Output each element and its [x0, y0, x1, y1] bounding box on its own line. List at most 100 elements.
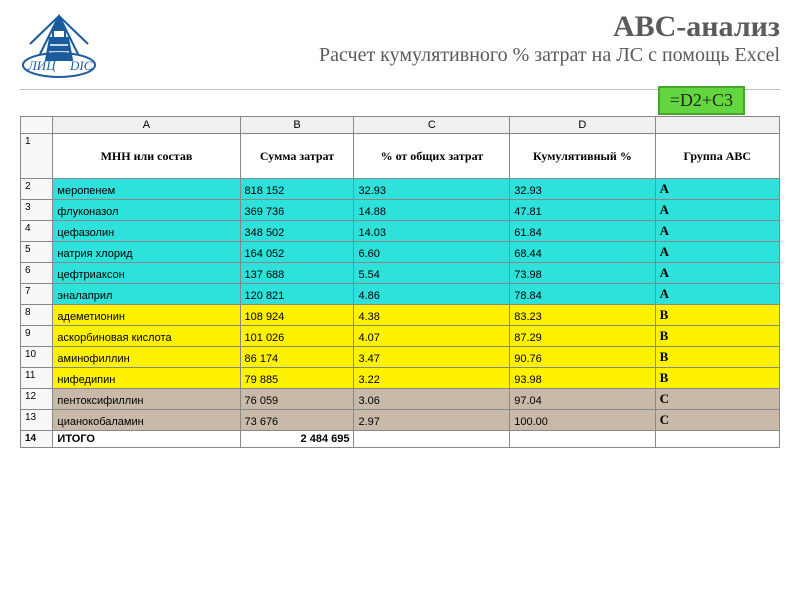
cell-name: пентоксифиллин: [53, 389, 240, 410]
table-row: 3флуконазол369 73614.8847.81A: [21, 200, 780, 221]
col-header-cum: Кумулятивный %: [510, 134, 655, 179]
header: ЛИЦ DIC АВС-анализ Расчет кумулятивного …: [20, 10, 780, 85]
cell-grp: B: [655, 326, 779, 347]
table-row: 5натрия хлорид164 0526.6068.44A: [21, 242, 780, 263]
excel-col-row: A B C D: [21, 117, 780, 134]
row-num: 13: [21, 410, 53, 431]
total-grp: [655, 431, 779, 448]
cell-cum: 47.81: [510, 200, 655, 221]
cell-sum: 137 688: [240, 263, 354, 284]
cell-pct: 3.47: [354, 347, 510, 368]
cell-grp: B: [655, 368, 779, 389]
table-row: 11нифедипин79 8853.2293.98B: [21, 368, 780, 389]
cell-grp: C: [655, 389, 779, 410]
cell-cum: 93.98: [510, 368, 655, 389]
excel-col-c: C: [354, 117, 510, 134]
row-num: 6: [21, 263, 53, 284]
total-label: ИТОГО: [53, 431, 240, 448]
row-num: 4: [21, 221, 53, 242]
row-num: 11: [21, 368, 53, 389]
total-cum: [510, 431, 655, 448]
total-row: 14 ИТОГО 2 484 695: [21, 431, 780, 448]
formula-row: =D2+C3: [20, 90, 780, 116]
total-pct: [354, 431, 510, 448]
cell-sum: 348 502: [240, 221, 354, 242]
table-row: 9аскорбиновая кислота101 0264.0787.29B: [21, 326, 780, 347]
cell-pct: 32.93: [354, 179, 510, 200]
cell-cum: 61.84: [510, 221, 655, 242]
page-title: АВС-анализ: [108, 10, 780, 44]
cell-sum: 86 174: [240, 347, 354, 368]
cell-cum: 87.29: [510, 326, 655, 347]
cell-pct: 4.07: [354, 326, 510, 347]
page-subtitle: Расчет кумулятивного % затрат на ЛС с по…: [108, 44, 780, 67]
logo-text-left: ЛИЦ: [27, 58, 56, 73]
abc-table: A B C D 1 МНН или состав Сумма затрат % …: [20, 116, 780, 448]
cell-name: эналаприл: [53, 284, 240, 305]
cell-cum: 73.98: [510, 263, 655, 284]
excel-col-b: B: [240, 117, 354, 134]
excel-col-a: A: [53, 117, 240, 134]
cell-grp: B: [655, 347, 779, 368]
cell-sum: 818 152: [240, 179, 354, 200]
cell-name: меропенем: [53, 179, 240, 200]
table-row: 4цефазолин348 50214.0361.84A: [21, 221, 780, 242]
total-rownum: 14: [21, 431, 53, 448]
cell-grp: C: [655, 410, 779, 431]
cell-cum: 83.23: [510, 305, 655, 326]
cell-grp: A: [655, 263, 779, 284]
cell-sum: 120 821: [240, 284, 354, 305]
cell-cum: 68.44: [510, 242, 655, 263]
cell-pct: 4.38: [354, 305, 510, 326]
header-row: 1 МНН или состав Сумма затрат % от общих…: [21, 134, 780, 179]
cell-pct: 4.86: [354, 284, 510, 305]
cell-name: цефтриаксон: [53, 263, 240, 284]
total-sum: 2 484 695: [240, 431, 354, 448]
row-num: 10: [21, 347, 53, 368]
cell-pct: 3.22: [354, 368, 510, 389]
cell-name: натрия хлорид: [53, 242, 240, 263]
cell-sum: 369 736: [240, 200, 354, 221]
cell-name: флуконазол: [53, 200, 240, 221]
excel-col-e: [655, 117, 779, 134]
cell-name: цианокобаламин: [53, 410, 240, 431]
cell-sum: 73 676: [240, 410, 354, 431]
cell-cum: 90.76: [510, 347, 655, 368]
logo: ЛИЦ DIC: [20, 10, 98, 85]
cell-pct: 14.03: [354, 221, 510, 242]
cell-grp: A: [655, 242, 779, 263]
col-header-grp: Группа АВС: [655, 134, 779, 179]
cell-cum: 97.04: [510, 389, 655, 410]
row-num: 2: [21, 179, 53, 200]
col-header-sum: Сумма затрат: [240, 134, 354, 179]
cell-pct: 3.06: [354, 389, 510, 410]
cell-cum: 100.00: [510, 410, 655, 431]
excel-col-d: D: [510, 117, 655, 134]
cell-sum: 101 026: [240, 326, 354, 347]
table-row: 13цианокобаламин73 6762.97100.00C: [21, 410, 780, 431]
cell-name: адеметионин: [53, 305, 240, 326]
formula-callout: =D2+C3: [658, 86, 745, 115]
row-num: 8: [21, 305, 53, 326]
cell-grp: A: [655, 179, 779, 200]
cell-pct: 5.54: [354, 263, 510, 284]
col-header-pct: % от общих затрат: [354, 134, 510, 179]
cell-grp: B: [655, 305, 779, 326]
table-row: 10аминофиллин86 1743.4790.76B: [21, 347, 780, 368]
table-row: 7эналаприл120 8214.8678.84A: [21, 284, 780, 305]
cell-grp: A: [655, 284, 779, 305]
cell-sum: 76 059: [240, 389, 354, 410]
cell-name: цефазолин: [53, 221, 240, 242]
cell-sum: 79 885: [240, 368, 354, 389]
table-row: 2меропенем818 15232.9332.93A: [21, 179, 780, 200]
cell-pct: 2.97: [354, 410, 510, 431]
cell-pct: 14.88: [354, 200, 510, 221]
cell-name: аминофиллин: [53, 347, 240, 368]
row-num: 5: [21, 242, 53, 263]
row-num: 9: [21, 326, 53, 347]
cell-sum: 164 052: [240, 242, 354, 263]
row-num-1: 1: [21, 134, 53, 179]
row-num: 3: [21, 200, 53, 221]
cell-pct: 6.60: [354, 242, 510, 263]
cell-grp: A: [655, 200, 779, 221]
